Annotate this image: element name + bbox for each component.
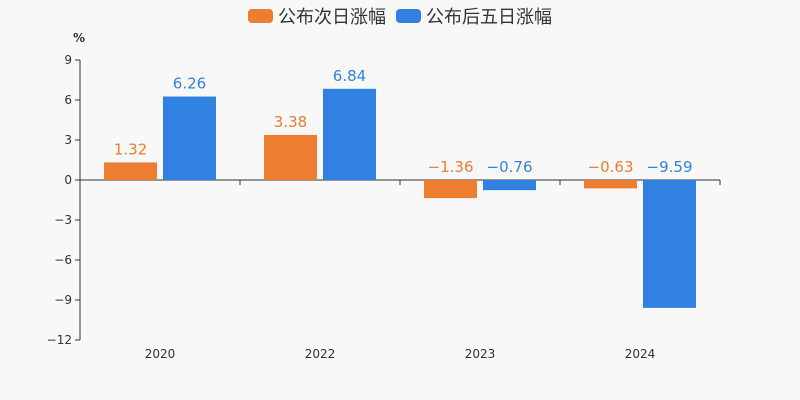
y-tick-label: −3	[54, 213, 72, 227]
x-tick-label: 2024	[625, 347, 656, 361]
x-tick-label: 2022	[305, 347, 336, 361]
y-tick-label: 6	[64, 93, 72, 107]
y-tick-label: −6	[54, 253, 72, 267]
bar-series-1[interactable]	[264, 134, 317, 180]
data-label-series-1: −0.63	[588, 158, 634, 176]
legend-swatch-series-1	[248, 9, 273, 23]
bar-series-1[interactable]	[584, 180, 637, 189]
y-tick-label: 3	[64, 133, 72, 147]
legend-label-series-1: 公布次日涨幅	[278, 7, 386, 28]
data-label-series-2: −9.59	[647, 158, 693, 176]
bar-series-2[interactable]	[323, 88, 376, 180]
legend-label-series-2: 公布后五日涨幅	[426, 7, 552, 28]
y-tick-label: −12	[47, 333, 72, 347]
x-tick-label: 2023	[465, 347, 496, 361]
bar-series-1[interactable]	[424, 180, 477, 199]
data-label-series-1: 3.38	[274, 113, 307, 131]
bar-series-2[interactable]	[643, 180, 696, 308]
legend-swatch-series-2	[396, 9, 421, 23]
data-label-series-2: −0.76	[487, 158, 533, 176]
data-label-series-1: 1.32	[114, 140, 147, 158]
legend: 公布次日涨幅 公布后五日涨幅	[0, 3, 800, 29]
y-axis-label: %	[73, 31, 85, 45]
data-label-series-1: −1.36	[428, 158, 474, 176]
legend-item-series-1[interactable]: 公布次日涨幅	[248, 3, 386, 29]
y-tick-label: −9	[54, 293, 72, 307]
data-label-series-2: 6.26	[173, 75, 206, 93]
data-label-series-2: 6.84	[333, 67, 366, 85]
y-tick-label: 0	[64, 173, 72, 187]
bar-series-1[interactable]	[104, 162, 157, 180]
bar-series-2[interactable]	[163, 96, 216, 180]
y-tick-label: 9	[64, 53, 72, 67]
x-tick-label: 2020	[145, 347, 176, 361]
legend-item-series-2[interactable]: 公布后五日涨幅	[396, 3, 552, 29]
bar-series-2[interactable]	[483, 180, 536, 191]
